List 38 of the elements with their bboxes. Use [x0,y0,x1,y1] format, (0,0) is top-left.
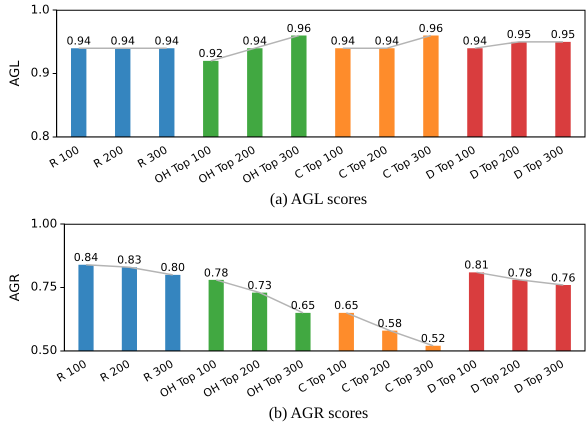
x-tick-label: R 200 [91,143,126,171]
x-tick-label: R 200 [98,357,132,385]
data-label: 0.76 [551,271,576,284]
data-label: 0.81 [464,258,489,272]
data-label: 0.96 [286,22,312,35]
data-label: 0.65 [290,299,316,312]
data-label: 0.84 [74,251,98,264]
data-label: 0.94 [242,34,268,48]
data-label: 0.94 [66,34,91,48]
data-label: 0.94 [374,34,400,48]
data-label: 0.95 [550,28,576,42]
data-label: 0.58 [377,316,402,330]
data-label: 0.52 [420,332,446,346]
y-tick-label: 0.8 [30,128,50,143]
y-tick-label: 1.0 [30,2,50,16]
data-label: 0.92 [198,47,224,60]
data-label: 0.78 [508,266,532,280]
data-label: 0.78 [204,266,228,280]
data-label: 0.83 [117,254,142,267]
data-label: 0.94 [462,34,488,48]
data-label: 0.94 [110,34,135,48]
y-tick-label: 1.00 [30,216,58,230]
data-label: 0.96 [418,22,444,35]
x-tick-label: R 100 [54,357,89,385]
y-tick-label: 0.50 [30,342,58,357]
data-label: 0.94 [154,34,179,48]
text: (b) AGR scores [268,404,370,424]
data-label: 0.80 [160,261,186,274]
text: (a) AGL scores [268,190,368,210]
y-tick-label: 0.75 [30,280,58,294]
data-label: 0.94 [330,34,356,48]
data-label: 0.73 [247,278,272,292]
data-label: 0.65 [334,299,359,312]
x-tick-label: R 100 [47,143,82,171]
y-axis-title: AGL [8,60,24,87]
y-axis-title: AGR [8,274,24,302]
data-label: 0.95 [506,28,532,42]
y-tick-label: 0.9 [30,66,50,80]
